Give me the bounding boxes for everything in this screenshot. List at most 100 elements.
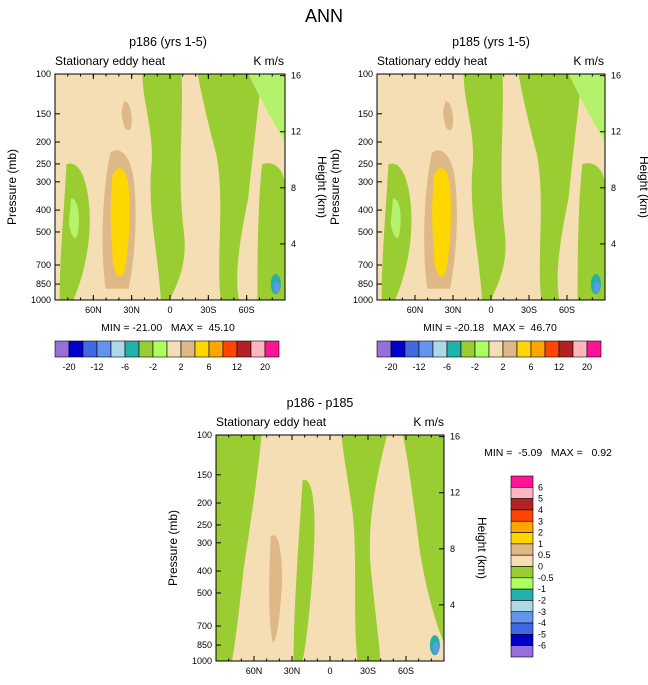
colorbar-swatch [510, 532, 534, 545]
y-tick-label: 700 [358, 260, 373, 270]
colorbar-swatch [110, 340, 126, 358]
colorbar-swatch [54, 340, 70, 358]
y-tick-label: 150 [197, 470, 212, 480]
panel-units: K m/s [573, 54, 604, 68]
y-tick-label: 250 [197, 520, 212, 530]
colorbar-swatch [96, 340, 112, 358]
colorbar-label: -2 [471, 362, 479, 372]
colorbar-swatch [510, 622, 534, 635]
contour-region [68, 198, 79, 238]
contour-region [390, 198, 401, 238]
x-tick-label: 30N [445, 305, 462, 315]
colorbar-label: 12 [554, 362, 564, 372]
x-tick-label: 60N [246, 666, 263, 676]
colorbar-swatch [404, 340, 420, 358]
figure-title: ANN [305, 6, 343, 26]
colorbar-swatch [510, 600, 534, 613]
y2-tick-label: 4 [291, 239, 296, 249]
colorbar-label: 1 [538, 539, 543, 549]
y-tick-label: 200 [36, 137, 51, 147]
colorbar-swatch [530, 340, 546, 358]
y-tick-label: 300 [358, 177, 373, 187]
contour-region [432, 168, 451, 277]
colorbar-swatch [180, 340, 196, 358]
colorbar-swatch [432, 340, 448, 358]
colorbar-swatch [510, 509, 534, 522]
x-tick-label: 60N [407, 305, 424, 315]
y2-tick-label: 16 [450, 432, 460, 442]
y-tick-label: 200 [197, 498, 212, 508]
y2-tick-label: 4 [450, 600, 455, 610]
contour-region [577, 163, 605, 300]
colorbar-swatch [194, 340, 210, 358]
colorbar-label: -2 [538, 595, 546, 605]
y-tick-label: 1000 [31, 295, 51, 305]
contour-plot: 60N 30N 0 30S 60S 100 150 200 250 300 400 500 700 850… [192, 430, 460, 676]
y-tick-label: 100 [358, 69, 373, 79]
colorbar-swatch [572, 340, 588, 358]
y-tick-label: 1000 [353, 295, 373, 305]
contour-field [377, 74, 605, 300]
y-axis-label: Pressure (mb) [166, 510, 180, 586]
y2-tick-label: 12 [611, 127, 621, 137]
colorbar-label: 2 [178, 362, 183, 372]
y-tick-label: 400 [36, 205, 51, 215]
colorbar-swatch [558, 340, 574, 358]
x-tick-label: 30N [284, 666, 301, 676]
panel-subtitle: Stationary eddy heat [216, 415, 327, 429]
panel-title: p185 (yrs 1-5) [452, 35, 530, 49]
contour-region [142, 74, 185, 300]
colorbar-label: -6 [538, 641, 546, 651]
y-tick-label: 150 [36, 109, 51, 119]
y-tick-label: 700 [197, 621, 212, 631]
panel-difference: p186 - p185 Stationary eddy heat K m/s 6… [166, 396, 612, 676]
panel-title: p186 (yrs 1-5) [129, 35, 207, 49]
stats-label: MIN = -20.18 MAX = 46.70 [423, 322, 557, 334]
contour-region [197, 74, 262, 300]
colorbar-label: -0.5 [538, 573, 554, 583]
x-tick-label: 30S [200, 305, 216, 315]
y2-axis-label: Height (km) [475, 517, 489, 579]
contour-region [403, 435, 444, 643]
contour-region [216, 435, 262, 661]
colorbar-label: -3 [538, 607, 546, 617]
colorbar-swatch [474, 340, 490, 358]
y2-axis-label: Height (km) [315, 156, 329, 218]
colorbar-swatch [510, 566, 534, 579]
panel-units: K m/s [253, 54, 284, 68]
contour-region [443, 101, 454, 131]
colorbar-swatch [510, 645, 534, 658]
colorbar: -20 -12 -6 -2 2 6 12 20 [376, 340, 602, 372]
x-tick-label: 0 [488, 305, 493, 315]
colorbar-swatch [516, 340, 532, 358]
colorbar-swatch [152, 340, 168, 358]
contour-region [269, 535, 283, 643]
colorbar-swatch [488, 340, 504, 358]
contour-plot: 60N 30N 0 30S 60S 100 150 200 250 300 400 500 700 850… [31, 69, 301, 315]
colorbar-swatch [236, 340, 252, 358]
y2-tick-label: 8 [611, 183, 616, 193]
colorbar-swatch [138, 340, 154, 358]
colorbar-label: -20 [384, 362, 397, 372]
colorbar-label: 6 [528, 362, 533, 372]
panel-title: p186 - p185 [287, 396, 354, 410]
colorbar-label: 3 [538, 516, 543, 526]
colorbar-label: 6 [206, 362, 211, 372]
y2-tick-label: 4 [611, 239, 616, 249]
colorbar-label: -5 [538, 629, 546, 639]
colorbar-swatch [390, 340, 406, 358]
colorbar-swatch [510, 577, 534, 590]
y2-tick-label: 16 [291, 71, 301, 81]
contour-region [110, 168, 130, 277]
colorbar-label: -12 [412, 362, 425, 372]
contour-region [293, 479, 315, 661]
y-tick-label: 100 [197, 430, 212, 440]
contour-region [341, 435, 387, 661]
y-tick-label: 250 [358, 159, 373, 169]
colorbar-swatch [376, 340, 392, 358]
panel-subtitle: Stationary eddy heat [377, 54, 488, 68]
stats-label: MIN = -21.00 MAX = 45.10 [101, 322, 235, 334]
colorbar-swatch [510, 475, 534, 488]
colorbar-swatch [250, 340, 266, 358]
